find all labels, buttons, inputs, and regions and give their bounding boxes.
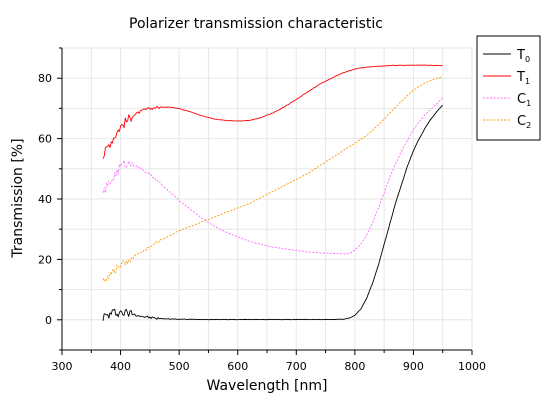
axes: 300 400 500 600 700 800 900 1000 0 20 40 60 80 (38, 47, 486, 373)
x-tick-label: 900 (403, 360, 424, 373)
y-axis-label: Transmission [%] (10, 138, 26, 258)
series-line-t0 (102, 105, 444, 321)
grid (61, 47, 473, 351)
y-tick-label: 40 (38, 193, 52, 206)
legend-label: T0 (516, 48, 530, 64)
series-lines (102, 64, 444, 321)
x-tick-label: 600 (227, 360, 248, 373)
x-tick-label: 800 (344, 360, 365, 373)
x-tick-label: 300 (52, 360, 73, 373)
legend-label: T1 (516, 70, 530, 86)
legend: T0 T1 C1 C2 (476, 35, 541, 141)
x-axis-label: Wavelength [nm] (207, 378, 328, 394)
legend-label: C1 (517, 92, 531, 108)
y-tick-label: 0 (45, 314, 52, 327)
x-tick-label: 500 (169, 360, 190, 373)
series-line-c1 (102, 97, 444, 255)
series-line-c2 (102, 76, 443, 282)
x-tick-label: 700 (286, 360, 307, 373)
y-tick-label: 20 (38, 253, 52, 266)
series-line-t1 (102, 64, 443, 159)
legend-label: C2 (517, 114, 531, 130)
chart-title: Polarizer transmission characteristic (129, 16, 383, 32)
legend-box (476, 35, 541, 141)
y-tick-label: 60 (38, 133, 52, 146)
x-tick-label: 1000 (458, 360, 486, 373)
y-tick-label: 80 (38, 72, 52, 85)
x-tick-label: 400 (110, 360, 131, 373)
